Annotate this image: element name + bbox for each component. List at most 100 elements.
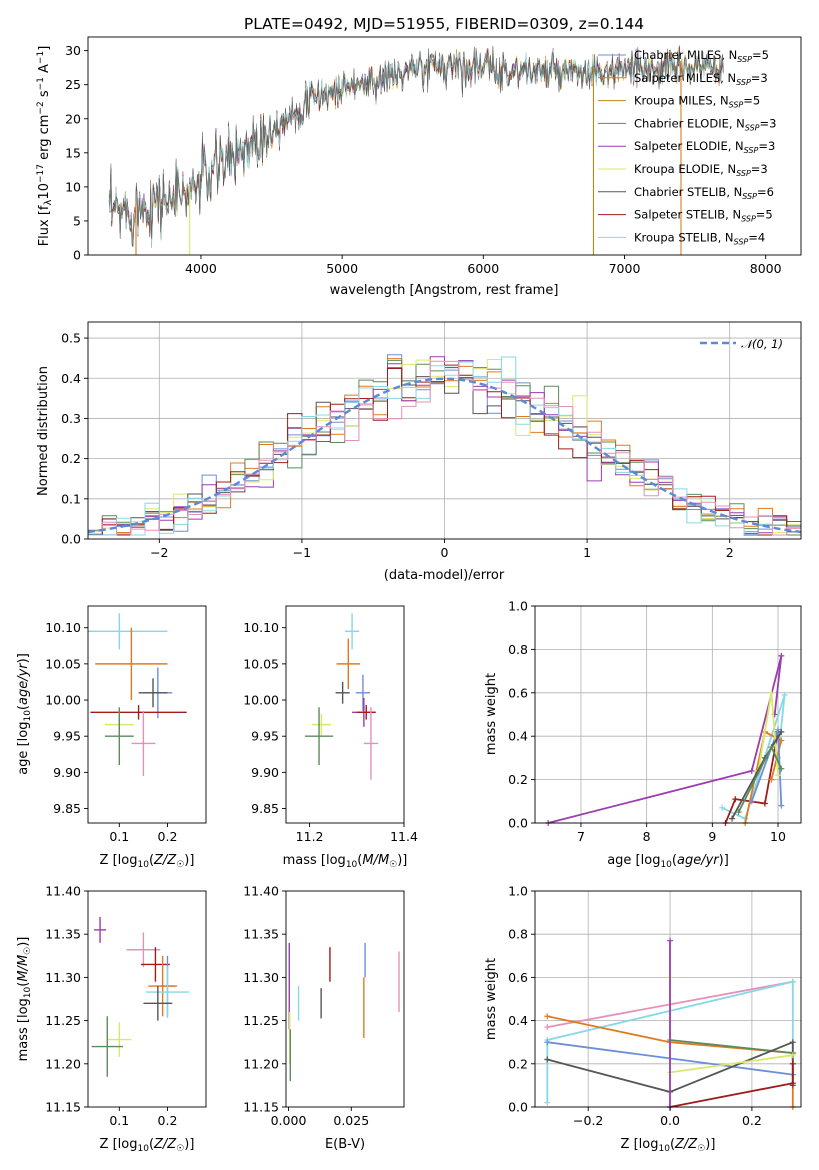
x-tick-label: 0.1 — [109, 1113, 129, 1128]
y-axis-label: mass [log10(M/M☉)] — [16, 937, 33, 1062]
legend-label: Kroupa STELIB, NSSP=4 — [634, 230, 765, 246]
legend-label: Salpeter ELODIE, NSSP=3 — [634, 139, 775, 155]
legend-label-part: =3 — [758, 139, 775, 153]
y-tick-label: 1.0 — [508, 884, 528, 899]
legend-label-part: Kroupa MILES, N — [634, 94, 729, 108]
y-tick-label: 11.20 — [45, 1056, 81, 1071]
axes-frame — [285, 890, 405, 1108]
axes-frame — [87, 605, 207, 824]
y-tick-label: 0.4 — [61, 371, 81, 386]
y-tick-label: 9.90 — [251, 765, 279, 780]
x-tick-label: 0 — [441, 545, 449, 560]
legend-label-part: SSP — [741, 215, 756, 224]
y-tick-label: 11.25 — [243, 1013, 279, 1028]
x-axis-label: E(B-V) — [325, 1137, 365, 1152]
axes-age-vs-mass: 11.2 11.4 9.85 9.90 9.95 10.00 10.05 10.10 — [243, 605, 418, 844]
y-axis-label-part: s — [37, 90, 52, 101]
mass-weight-marker — [778, 652, 785, 659]
x-tick-label: 8000 — [750, 261, 782, 276]
x-axis-label-part: )] — [705, 1137, 715, 1152]
mass-weight-marker — [719, 804, 726, 811]
axes-mass-vs-Z: 0.1 0.2 11.15 11.20 11.25 11.30 11.35 11.40 — [45, 884, 207, 1128]
points — [288, 942, 400, 1082]
y-tick-label: 9.95 — [53, 729, 81, 744]
residual-histogram — [88, 360, 801, 536]
x-tick-label: −2 — [150, 545, 168, 560]
x-axis-label-part: age [log — [607, 853, 660, 868]
legend-label-part: =4 — [748, 230, 765, 244]
x-axis-label-part: ( — [670, 1137, 675, 1152]
y-tick-label: 0.6 — [508, 685, 528, 700]
x-tick-label: 1 — [583, 545, 591, 560]
y-tick-label: 0.0 — [508, 816, 528, 831]
legend-label: Salpeter STELIB, NSSP=5 — [634, 208, 773, 224]
y-tick-label: 9.90 — [53, 765, 81, 780]
mass-weight-marker — [789, 1060, 796, 1067]
y-tick-label: 0.2 — [61, 451, 81, 466]
x-axis-label: Z [log10(Z/Z☉)] — [100, 853, 195, 870]
y-axis-label-part: ] — [37, 46, 52, 51]
axes-residuals: −2 −1 0 1 2 0.0 0.1 0.2 0.3 0.4 0.5 — [61, 321, 802, 560]
x-tick-label: 9 — [708, 829, 716, 844]
points — [304, 613, 379, 780]
y-axis-label-part: M/M — [16, 955, 31, 982]
mass-weight-marker — [789, 978, 796, 985]
legend-label-part: =3 — [760, 116, 777, 130]
y-tick-label: 0.4 — [508, 1013, 528, 1028]
x-tick-label: −0.2 — [573, 1113, 603, 1128]
y-axis-label: mass weight — [484, 958, 499, 1040]
y-tick-label: 0.8 — [508, 927, 528, 942]
y-axis-label-part: −1 — [36, 77, 46, 90]
x-axis-label: Z [log10(Z/Z☉)] — [621, 1137, 716, 1154]
legend-label: Salpeter MILES, NSSP=3 — [634, 71, 768, 87]
x-tick-label: 7000 — [609, 261, 641, 276]
y-axis-label-part: )] — [16, 937, 31, 947]
axes-mass-weight-vs-Z: −0.2 0.0 0.2 0.0 0.2 0.4 0.6 0.8 1.0 — [508, 884, 802, 1128]
mass-weight-marker — [544, 1013, 551, 1020]
axes-frame — [534, 605, 802, 824]
y-tick-label: 0.4 — [508, 729, 528, 744]
legend-label-part: SSP — [729, 101, 744, 110]
y-tick-label: 0 — [73, 248, 81, 263]
y-tick-label: 5 — [73, 213, 81, 228]
legend-label-part: SSP — [736, 169, 751, 178]
x-axis-label-part: 10 — [346, 860, 358, 870]
y-tick-label: 11.15 — [243, 1100, 279, 1115]
axes-frame — [87, 36, 802, 256]
axes-spectrum: 4000 5000 6000 7000 8000 0 5 10 15 20 25 30 — [65, 36, 802, 276]
axes-mass-vs-EBV: 0.000 0.025 11.15 11.20 11.25 11.30 11.35 11.40 — [243, 884, 405, 1128]
mass-weight-marker — [735, 809, 742, 816]
mass-weight-line — [724, 731, 779, 824]
y-axis-label-part: 10 — [23, 710, 33, 722]
normal-curve — [87, 377, 802, 534]
x-axis-label-part: ( — [672, 853, 677, 868]
legend-label-part: =5 — [752, 48, 769, 62]
x-axis-label-part: ( — [357, 853, 362, 868]
legend-label: Chabrier STELIB, NSSP=6 — [634, 185, 774, 201]
y-axis-label-part: 10 — [23, 986, 33, 998]
y-axis-label-part: age/yr — [16, 662, 31, 705]
y-tick-label: 10.05 — [243, 656, 279, 671]
y-tick-label: 10 — [65, 179, 81, 194]
x-tick-label: 0.1 — [109, 829, 129, 844]
mass-weight-marker — [729, 815, 736, 822]
legend-label-part: =6 — [757, 185, 774, 199]
x-tick-label: 8 — [643, 829, 651, 844]
mass-weight-marker — [781, 691, 788, 698]
axes-frame — [534, 890, 802, 1108]
mass-weight-line — [547, 655, 783, 824]
legend-label: Chabrier MILES, NSSP=5 — [634, 48, 769, 64]
y-tick-label: 0.8 — [508, 642, 528, 657]
legend-label-part: Salpeter MILES, N — [634, 71, 736, 85]
legend-label-part: =5 — [743, 94, 760, 108]
legend-label-part: SSP — [734, 237, 749, 246]
y-tick-label: 11.30 — [243, 970, 279, 985]
x-axis-label-part: )] — [184, 853, 194, 868]
x-axis-label-part: ( — [149, 1137, 154, 1152]
legend-label-part: SSP — [737, 55, 752, 64]
x-axis-label-part: 10 — [660, 860, 672, 870]
x-axis-label-part: 10 — [137, 1144, 149, 1154]
legend-label-part: Kroupa ELODIE, N — [634, 162, 736, 176]
y-tick-label: 10.00 — [45, 693, 81, 708]
legend-label: Chabrier ELODIE, NSSP=3 — [634, 116, 776, 132]
